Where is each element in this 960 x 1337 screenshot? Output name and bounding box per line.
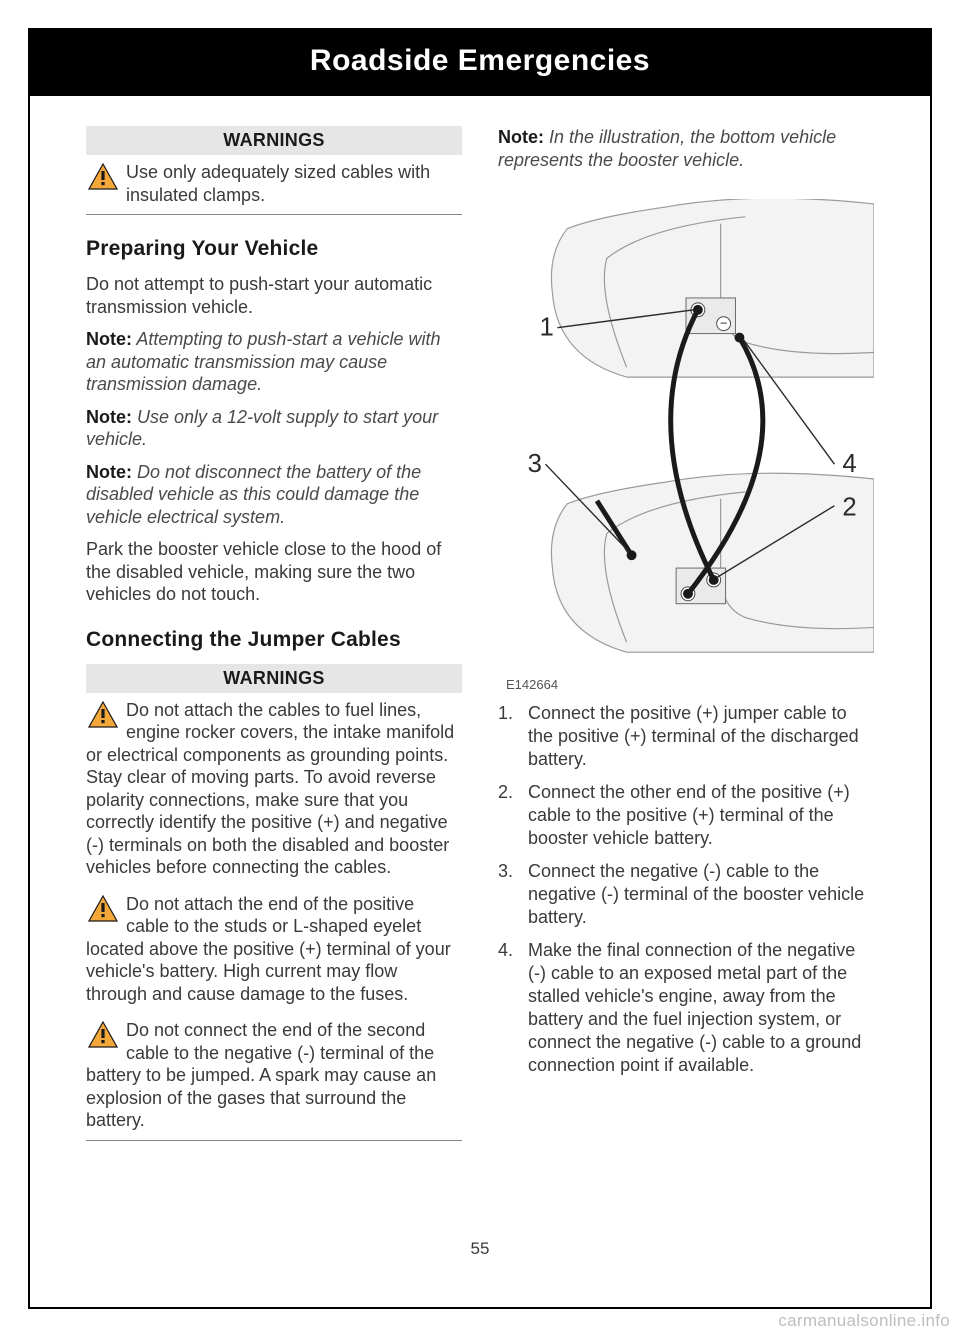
body-paragraph: Park the booster vehicle close to the ho… [86,538,462,606]
warning-icon [88,163,118,190]
jumper-cable-diagram: + − + − [498,199,874,664]
note-label: Note: [86,462,132,482]
note-body: Do not disconnect the battery of the dis… [86,462,421,527]
diagram-label-4: 4 [842,450,856,478]
note-label: Note: [86,407,132,427]
note-paragraph: Note: Attempting to push-start a vehicle… [86,328,462,396]
diagram-label-1: 1 [540,314,554,342]
step-item: Connect the positive (+) jumper cable to… [498,702,874,771]
warning-item: Do not connect the end of the second cab… [86,1013,462,1141]
page-title: Roadside Emergencies [310,44,650,77]
warning-text: Do not connect the end of the second cab… [86,1020,436,1130]
note-body: Use only a 12-volt supply to start your … [86,407,438,450]
right-column: Note: In the illustration, the bottom ve… [498,126,874,1141]
note-label: Note: [86,329,132,349]
note-paragraph: Note: Use only a 12-volt supply to start… [86,406,462,451]
watermark: carmanualsonline.info [778,1311,950,1331]
note-paragraph: Note: In the illustration, the bottom ve… [498,126,874,171]
figure-id: E142664 [506,677,874,692]
note-body: In the illustration, the bottom vehicle … [498,127,836,170]
note-label: Note: [498,127,544,147]
note-body: Attempting to push-start a vehicle with … [86,329,440,394]
left-column: WARNINGS Use only adequately sized cable… [86,126,462,1141]
step-item: Connect the negative (-) cable to the ne… [498,860,874,929]
page-number: 55 [30,1239,930,1259]
warning-item: Do not attach the cables to fuel lines, … [86,693,462,887]
warning-item: Do not attach the end of the positive ca… [86,887,462,1014]
page-header: Roadside Emergencies [30,30,930,96]
warning-icon [88,895,118,922]
warning-item: Use only adequately sized cables with in… [86,155,462,215]
warning-icon [88,1021,118,1048]
content-columns: WARNINGS Use only adequately sized cable… [30,96,930,1141]
body-paragraph: Do not attempt to push-start your automa… [86,273,462,318]
steps-list: Connect the positive (+) jumper cable to… [498,702,874,1077]
svg-text:−: − [720,316,728,331]
diagram-label-3: 3 [528,450,542,478]
section-heading: Connecting the Jumper Cables [86,628,462,652]
section-heading: Preparing Your Vehicle [86,237,462,261]
step-item: Make the final connection of the negativ… [498,939,874,1077]
note-paragraph: Note: Do not disconnect the battery of t… [86,461,462,529]
warning-icon [88,701,118,728]
warnings-header: WARNINGS [86,664,462,693]
warning-text: Do not attach the cables to fuel lines, … [86,700,454,878]
warning-text: Do not attach the end of the positive ca… [86,894,451,1004]
diagram-label-2: 2 [842,494,856,522]
page-border: Roadside Emergencies WARNINGS Use only a… [28,28,932,1309]
warning-text: Use only adequately sized cables with in… [126,162,430,205]
warnings-header: WARNINGS [86,126,462,155]
step-item: Connect the other end of the positive (+… [498,781,874,850]
